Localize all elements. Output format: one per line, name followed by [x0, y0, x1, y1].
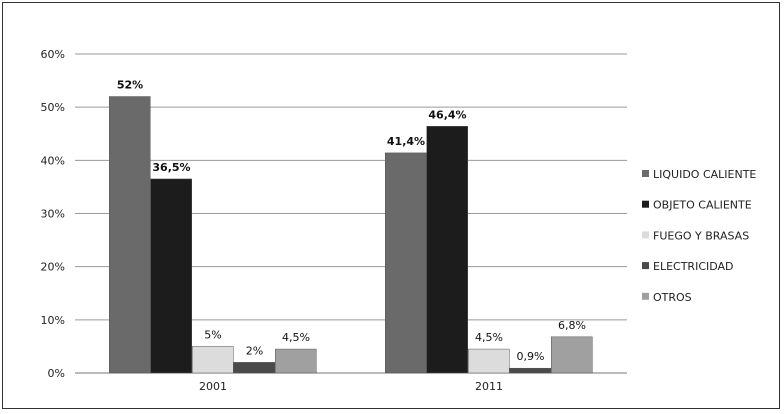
bar-objeto-caliente	[426, 126, 468, 374]
bar-liquido-caliente	[109, 96, 151, 374]
data-label: 46,4%	[428, 108, 466, 121]
data-label: 6,8%	[558, 319, 586, 332]
legend-label: ELECTRICIDAD	[653, 260, 734, 273]
legend-label: FUEGO Y BRASAS	[653, 229, 749, 242]
bar-fuego-y-brasas	[468, 348, 510, 374]
bar-liquido-caliente	[385, 152, 427, 374]
bar-electricidad	[509, 367, 551, 374]
bar-otros	[551, 336, 593, 374]
y-tick-label: 20%	[41, 261, 65, 274]
data-label: 5%	[204, 328, 221, 341]
y-tick-label: 60%	[41, 48, 65, 61]
data-label: 41,4%	[387, 135, 425, 148]
legend-swatch	[642, 292, 649, 300]
bar-objeto-caliente	[150, 178, 192, 374]
legend-swatch	[642, 231, 649, 239]
data-label: 4,5%	[475, 331, 503, 344]
y-tick-label: 30%	[41, 208, 65, 221]
x-category-label: 2001	[199, 380, 227, 393]
y-tick-label: 50%	[41, 101, 65, 114]
y-tick-label: 0%	[48, 367, 65, 380]
data-label: 4,5%	[282, 331, 310, 344]
data-label: 0,9%	[517, 350, 545, 363]
data-label: 52%	[117, 79, 143, 92]
data-label: 2%	[246, 344, 263, 357]
legend-label: LIQUIDO CALIENTE	[653, 168, 756, 181]
data-label: 36,5%	[152, 161, 190, 174]
y-tick-label: 10%	[41, 314, 65, 327]
x-category-label: 2011	[475, 380, 503, 393]
bar-otros	[275, 348, 317, 374]
y-tick-label: 40%	[41, 154, 65, 167]
legend-label: OBJETO CALIENTE	[653, 199, 752, 212]
legend-label: OTROS	[653, 291, 692, 304]
bar-fuego-y-brasas	[192, 346, 234, 374]
legend-swatch	[642, 200, 649, 208]
legend-swatch	[642, 262, 649, 270]
bar-electricidad	[233, 362, 275, 374]
legend-swatch	[642, 170, 649, 177]
